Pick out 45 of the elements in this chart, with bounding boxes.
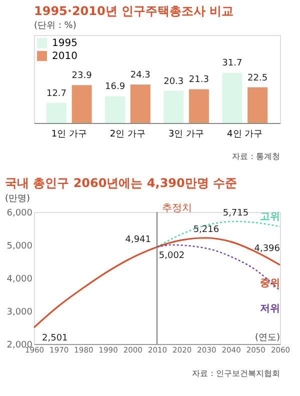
data-label: 16.9 (105, 82, 126, 92)
legend-label: 2010 (52, 51, 78, 62)
bar (248, 87, 268, 123)
x-axis-title: (연도) (254, 333, 280, 343)
data-label: 12.7 (46, 88, 66, 99)
series-label: 고위 (260, 212, 280, 223)
bar (105, 96, 126, 123)
data-label: 22.5 (248, 73, 268, 84)
line-series (156, 244, 281, 292)
chart-title: 국내 총인구 2060년에는 4,390만명 수준 (4, 176, 238, 190)
y-tick-label: 5,000 (6, 242, 33, 252)
text: 자료 : 인구보건복지협회 (192, 369, 280, 378)
line-series (33, 237, 281, 328)
annotation: 4,941 (125, 234, 151, 245)
x-tick-label: 2인 가구 (110, 130, 146, 140)
y-axis-title: (만명) (4, 194, 30, 204)
chart-title: 1995·2010년 인구주택총조사 비교 (34, 4, 234, 18)
chart-subtitle: (단위 : %) (34, 21, 76, 31)
y-tick-label: 3,000 (6, 308, 33, 318)
ref-line-label: 추정치 (162, 203, 192, 214)
annotation: 5,715 (222, 208, 249, 218)
data-label: 21.3 (188, 75, 209, 86)
data-label: 24.3 (130, 70, 150, 80)
y-tick-label: 4,000 (6, 274, 33, 284)
x-tick-label: 4인 가구 (227, 130, 263, 140)
bar (130, 84, 150, 123)
bar (164, 90, 184, 123)
annotation: 2,501 (42, 333, 68, 344)
data-label: 31.7 (222, 58, 242, 69)
series-label: 중위 (260, 278, 280, 289)
x-tick-label: 1인 가구 (51, 130, 87, 140)
annotation: 5,002 (158, 250, 185, 261)
annotation: 4,396 (254, 244, 280, 254)
bar (46, 102, 66, 123)
x-tick-label: 3인 가구 (168, 130, 204, 140)
bar (222, 72, 242, 123)
annotation: 5,216 (193, 224, 220, 235)
y-tick-label: 6,000 (6, 208, 33, 218)
legend-label: 1995 (52, 38, 78, 49)
bar (72, 85, 92, 123)
text: 자료 : 통계청 (232, 152, 280, 161)
series-label: 저위 (260, 304, 280, 315)
data-label: 23.9 (72, 71, 92, 82)
data-label: 20.3 (164, 76, 184, 87)
bar (188, 89, 209, 123)
